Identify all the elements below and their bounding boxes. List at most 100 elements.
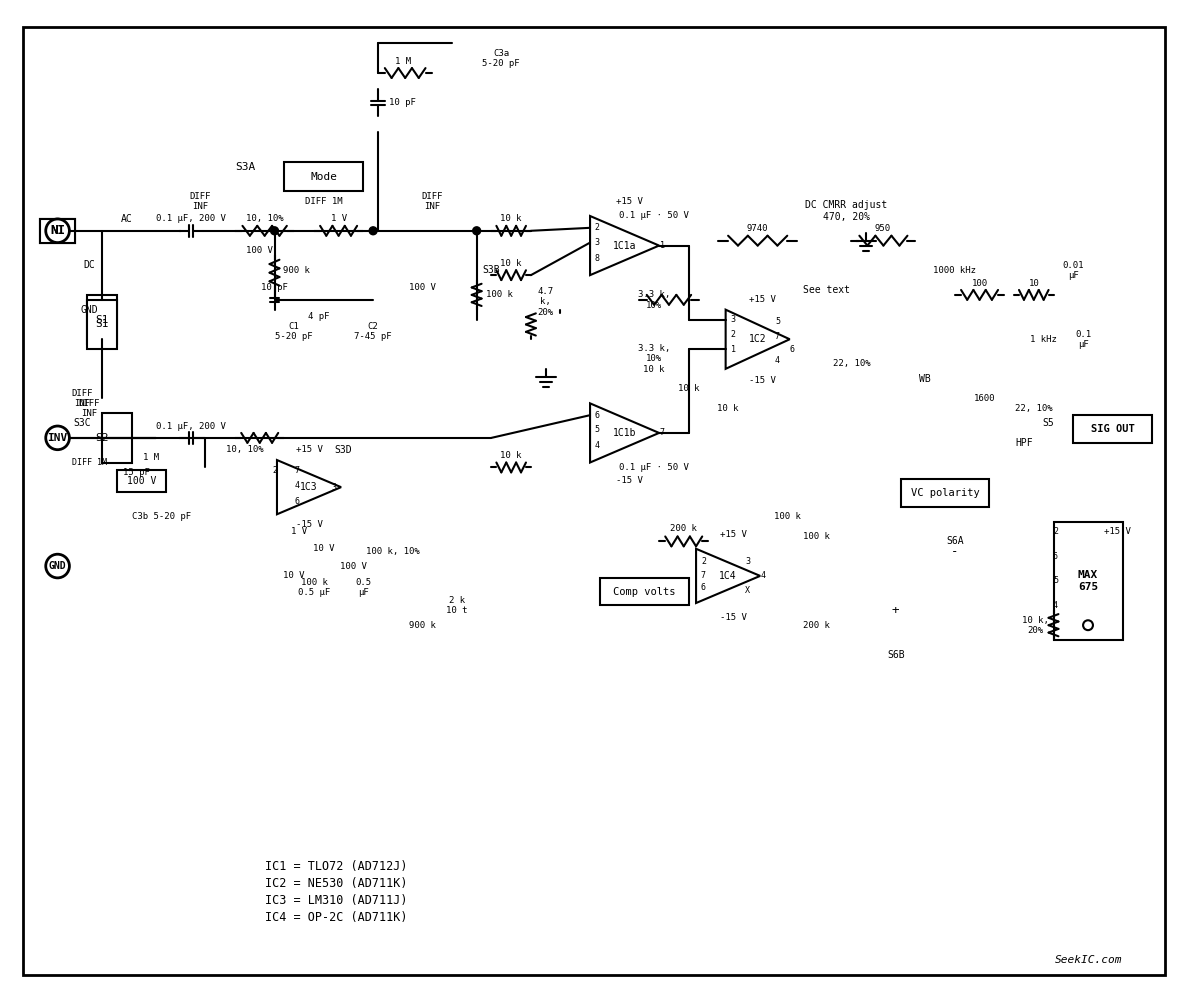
Text: 2: 2: [594, 223, 600, 232]
Text: 1C2: 1C2: [748, 334, 766, 344]
Bar: [40, 219, 75, 242]
Text: 22, 10%: 22, 10%: [1015, 404, 1053, 413]
Text: 10, 10%: 10, 10%: [246, 214, 284, 223]
Text: INV: INV: [48, 433, 68, 443]
Circle shape: [369, 227, 377, 234]
Text: S2: S2: [95, 433, 108, 443]
Text: -15 V: -15 V: [720, 613, 746, 622]
Text: +: +: [892, 604, 899, 617]
Circle shape: [271, 227, 278, 234]
Text: S3A: S3A: [235, 162, 255, 171]
Text: 100 V: 100 V: [340, 561, 367, 570]
Text: 2: 2: [701, 556, 706, 565]
Text: 3: 3: [331, 483, 336, 492]
Text: 4: 4: [760, 571, 765, 580]
Text: 200 k: 200 k: [803, 621, 830, 630]
Text: 3.3 k,
10%: 3.3 k, 10%: [638, 290, 670, 309]
Text: 4: 4: [775, 357, 779, 366]
Text: 0.1 μF · 50 V: 0.1 μF · 50 V: [619, 211, 689, 220]
Text: C3a
5-20 pF: C3a 5-20 pF: [482, 49, 520, 68]
Text: 6: 6: [594, 411, 600, 420]
Text: -15 V: -15 V: [617, 476, 643, 485]
Text: 15 pF: 15 pF: [124, 468, 150, 477]
Text: 5: 5: [1053, 576, 1059, 585]
Text: DIFF 1M: DIFF 1M: [305, 196, 342, 205]
Text: 1: 1: [731, 345, 735, 354]
Text: MAX
675: MAX 675: [1078, 570, 1098, 591]
Text: 0.01
μF: 0.01 μF: [1062, 260, 1083, 280]
Text: 950: 950: [874, 224, 891, 233]
Text: HPF: HPF: [1015, 438, 1032, 448]
Text: 0.1 μF · 50 V: 0.1 μF · 50 V: [619, 463, 689, 472]
Text: VC polarity: VC polarity: [911, 489, 979, 498]
Bar: [40, 219, 75, 242]
Text: 0.1 μF, 200 V: 0.1 μF, 200 V: [156, 214, 226, 223]
Text: Comp volts: Comp volts: [613, 586, 676, 596]
Text: 200 k: 200 k: [670, 524, 697, 533]
Text: Mode: Mode: [310, 171, 337, 181]
Text: 100 V: 100 V: [246, 246, 273, 255]
Text: +15 V: +15 V: [720, 530, 746, 539]
Text: 4: 4: [295, 481, 299, 490]
Text: 3: 3: [745, 556, 751, 565]
Text: 1C1b: 1C1b: [613, 428, 637, 438]
Text: 1600: 1600: [974, 394, 996, 403]
Text: 4.7
k,
20%: 4.7 k, 20%: [538, 287, 554, 317]
Text: X: X: [745, 586, 751, 595]
Text: 9740: 9740: [747, 224, 769, 233]
Text: SeekIC.com: SeekIC.com: [1055, 955, 1123, 965]
Bar: [1054, 521, 1123, 640]
Text: 10 pF: 10 pF: [261, 283, 287, 292]
Text: 10 k: 10 k: [718, 404, 739, 413]
Text: DIFF
INF: DIFF INF: [71, 389, 93, 408]
Text: 6: 6: [701, 583, 706, 592]
Text: 6: 6: [295, 498, 299, 506]
Text: 0.1 μF, 200 V: 0.1 μF, 200 V: [156, 422, 226, 431]
Text: C2
7-45 pF: C2 7-45 pF: [354, 322, 392, 341]
Text: 2: 2: [1053, 527, 1059, 536]
Bar: [284, 162, 364, 191]
Text: GND: GND: [81, 305, 97, 315]
Text: 3.3 k,
10%
10 k: 3.3 k, 10% 10 k: [638, 344, 670, 374]
Text: DIFF
INF: DIFF INF: [78, 399, 100, 418]
Text: 4: 4: [1053, 601, 1059, 610]
Text: -15 V: -15 V: [296, 520, 322, 529]
Text: 10 k: 10 k: [500, 214, 522, 223]
Text: 900 k: 900 k: [409, 621, 436, 630]
Text: 1 M: 1 M: [394, 57, 411, 66]
Text: GND: GND: [49, 561, 67, 571]
Text: 6: 6: [790, 345, 795, 354]
Bar: [87, 300, 116, 349]
Text: +15 V: +15 V: [617, 196, 643, 205]
Text: 10: 10: [1029, 278, 1040, 287]
Text: S3B: S3B: [482, 265, 500, 275]
Text: 1000 kHz: 1000 kHz: [934, 266, 977, 275]
Text: S1: S1: [95, 314, 108, 325]
Text: 900 k: 900 k: [283, 266, 310, 275]
Text: S6A: S6A: [946, 536, 963, 546]
Text: 8: 8: [594, 254, 600, 263]
Text: IC2 = NE530 (AD711K): IC2 = NE530 (AD711K): [265, 877, 407, 890]
Text: 100 V: 100 V: [127, 477, 156, 487]
Text: 0.1
μF: 0.1 μF: [1075, 330, 1091, 349]
Text: DIFF 1M: DIFF 1M: [71, 458, 107, 467]
Text: S1: S1: [95, 319, 108, 329]
Text: 7: 7: [775, 332, 779, 341]
Text: 1 kHz: 1 kHz: [1030, 335, 1057, 344]
Text: 4 pF: 4 pF: [308, 312, 329, 321]
Text: 5: 5: [594, 426, 600, 435]
Bar: [87, 295, 116, 344]
Text: IC3 = LM310 (AD711J): IC3 = LM310 (AD711J): [265, 894, 407, 907]
Text: 4: 4: [594, 442, 600, 451]
Text: 10 pF: 10 pF: [390, 98, 416, 107]
Text: 100 k: 100 k: [773, 512, 801, 521]
Text: DC: DC: [83, 260, 95, 270]
Text: 3: 3: [731, 315, 735, 324]
Text: 22, 10%: 22, 10%: [833, 359, 870, 369]
Text: 10 V: 10 V: [314, 543, 335, 552]
Text: See text: See text: [803, 285, 851, 295]
Text: -15 V: -15 V: [750, 376, 776, 385]
Bar: [116, 471, 166, 493]
Text: 10 V: 10 V: [284, 571, 305, 580]
Text: 10 k: 10 k: [678, 384, 700, 393]
